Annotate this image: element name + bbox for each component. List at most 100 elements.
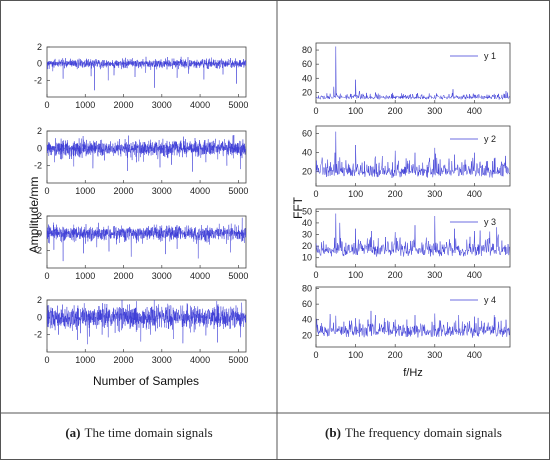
x-tick-label: 3000 xyxy=(152,100,172,110)
time-panel-3: 2 0 -2 0 1000 2000 3000 4000 5000 xyxy=(34,211,248,281)
x-tick-label: 400 xyxy=(467,350,482,360)
frequency-panel-axes xyxy=(315,42,511,104)
x-tick-label: 5000 xyxy=(228,100,248,110)
y-tick-label: 0 xyxy=(37,228,42,238)
time-panel-axes xyxy=(46,215,247,269)
x-tick-label: 2000 xyxy=(114,355,134,365)
x-tick-label: 200 xyxy=(388,350,403,360)
x-tick-label: 100 xyxy=(348,270,363,280)
x-tick-label: 4000 xyxy=(190,186,210,196)
caption-left-text: The time domain signals xyxy=(84,425,213,440)
x-tick-label: 0 xyxy=(44,100,49,110)
legend-label: y 1 xyxy=(484,51,496,61)
time-signal-line xyxy=(46,134,247,172)
y-tick-label: 0 xyxy=(37,143,42,153)
y-tick-label: 0 xyxy=(37,59,42,69)
x-tick-label: 200 xyxy=(388,189,403,199)
x-tick-label: 4000 xyxy=(190,100,210,110)
y-tick-label: 0 xyxy=(37,312,42,322)
time-panel-axes xyxy=(46,130,247,184)
x-tick-label: 100 xyxy=(348,106,363,116)
x-tick-label: 3000 xyxy=(152,271,172,281)
y-tick-label: 40 xyxy=(302,218,312,228)
caption-right-label: (b) xyxy=(325,425,341,440)
fft-spectrum-line xyxy=(315,131,510,179)
y-tick-label: -2 xyxy=(34,330,42,340)
y-tick-label: 20 xyxy=(302,167,312,177)
x-tick-label: 1000 xyxy=(75,186,95,196)
x-tick-label: 100 xyxy=(348,350,363,360)
samples-axis-label: Number of Samples xyxy=(93,374,199,388)
y-tick-label: 2 xyxy=(37,295,42,305)
y-tick-label: 40 xyxy=(302,315,312,325)
x-tick-label: 200 xyxy=(388,270,403,280)
fft-spectrum-line xyxy=(315,46,510,101)
amplitude-axis-label: Amplitude/mm xyxy=(27,177,41,254)
time-signal-line xyxy=(46,217,247,262)
y-tick-label: 40 xyxy=(302,73,312,83)
x-tick-label: 0 xyxy=(313,270,318,280)
x-tick-label: 400 xyxy=(467,106,482,116)
x-tick-label: 4000 xyxy=(190,271,210,281)
x-tick-label: 0 xyxy=(313,106,318,116)
time-panel-2: 2 0 -2 0 1000 2000 3000 4000 5000 xyxy=(34,126,248,196)
y-tick-label: 20 xyxy=(302,87,312,97)
x-tick-label: 0 xyxy=(313,189,318,199)
x-tick-label: 1000 xyxy=(75,100,95,110)
y-tick-label: -2 xyxy=(34,75,42,85)
frequency-panel-4: 80 60 40 200 100 200 300 400 y 4 xyxy=(302,284,511,360)
x-tick-label: 5000 xyxy=(228,355,248,365)
x-tick-label: 400 xyxy=(467,189,482,199)
time-panel-4: 2 0 -2 0 1000 2000 3000 4000 5000 xyxy=(34,295,248,365)
fft-spectrum-line xyxy=(315,310,510,338)
x-tick-label: 100 xyxy=(348,189,363,199)
x-tick-label: 4000 xyxy=(190,355,210,365)
x-tick-label: 5000 xyxy=(228,271,248,281)
x-tick-label: 2000 xyxy=(114,271,134,281)
y-tick-label: 60 xyxy=(302,129,312,139)
frequency-panel-1: 80 60 40 200 100 200 300 400 y 1 xyxy=(302,42,511,116)
time-panel-1: 2 0 -2 0 1000 2000 3000 4000 5000 xyxy=(34,42,248,110)
x-tick-label: 3000 xyxy=(152,186,172,196)
x-tick-label: 1000 xyxy=(75,355,95,365)
x-tick-label: 400 xyxy=(467,270,482,280)
x-tick-label: 0 xyxy=(44,355,49,365)
caption-left-label: (a) xyxy=(65,425,81,440)
x-tick-label: 200 xyxy=(388,106,403,116)
y-tick-label: 60 xyxy=(302,299,312,309)
x-tick-label: 300 xyxy=(427,189,442,199)
x-tick-label: 2000 xyxy=(114,100,134,110)
y-tick-label: -2 xyxy=(34,246,42,256)
time-panel-axes xyxy=(46,46,247,98)
y-tick-label: 20 xyxy=(302,330,312,340)
legend-label: y 4 xyxy=(484,295,496,305)
frequency-axis-label: f/Hz xyxy=(403,367,423,379)
frequency-panel-axes xyxy=(315,286,511,348)
time-panel-axes xyxy=(46,299,247,353)
x-tick-label: 2000 xyxy=(114,186,134,196)
caption-right: (b) The frequency domain signals xyxy=(278,413,549,453)
legend-label: y 2 xyxy=(484,134,496,144)
y-tick-label: 80 xyxy=(302,284,312,294)
y-tick-label: -2 xyxy=(34,161,42,171)
x-tick-label: 300 xyxy=(427,350,442,360)
legend-label: y 3 xyxy=(484,217,496,227)
caption-left: (a) The time domain signals xyxy=(1,413,277,453)
y-tick-label: 2 xyxy=(37,126,42,136)
x-tick-label: 0 xyxy=(44,186,49,196)
y-tick-label: 20 xyxy=(302,241,312,251)
x-tick-label: 1000 xyxy=(75,271,95,281)
y-tick-label: 2 xyxy=(37,211,42,221)
x-tick-label: 300 xyxy=(427,106,442,116)
time-signal-line xyxy=(46,299,247,345)
x-tick-label: 3000 xyxy=(152,355,172,365)
frequency-panel-axes xyxy=(315,208,511,268)
x-tick-label: 300 xyxy=(427,270,442,280)
y-tick-label: 10 xyxy=(302,253,312,263)
y-tick-label: 2 xyxy=(37,42,42,52)
